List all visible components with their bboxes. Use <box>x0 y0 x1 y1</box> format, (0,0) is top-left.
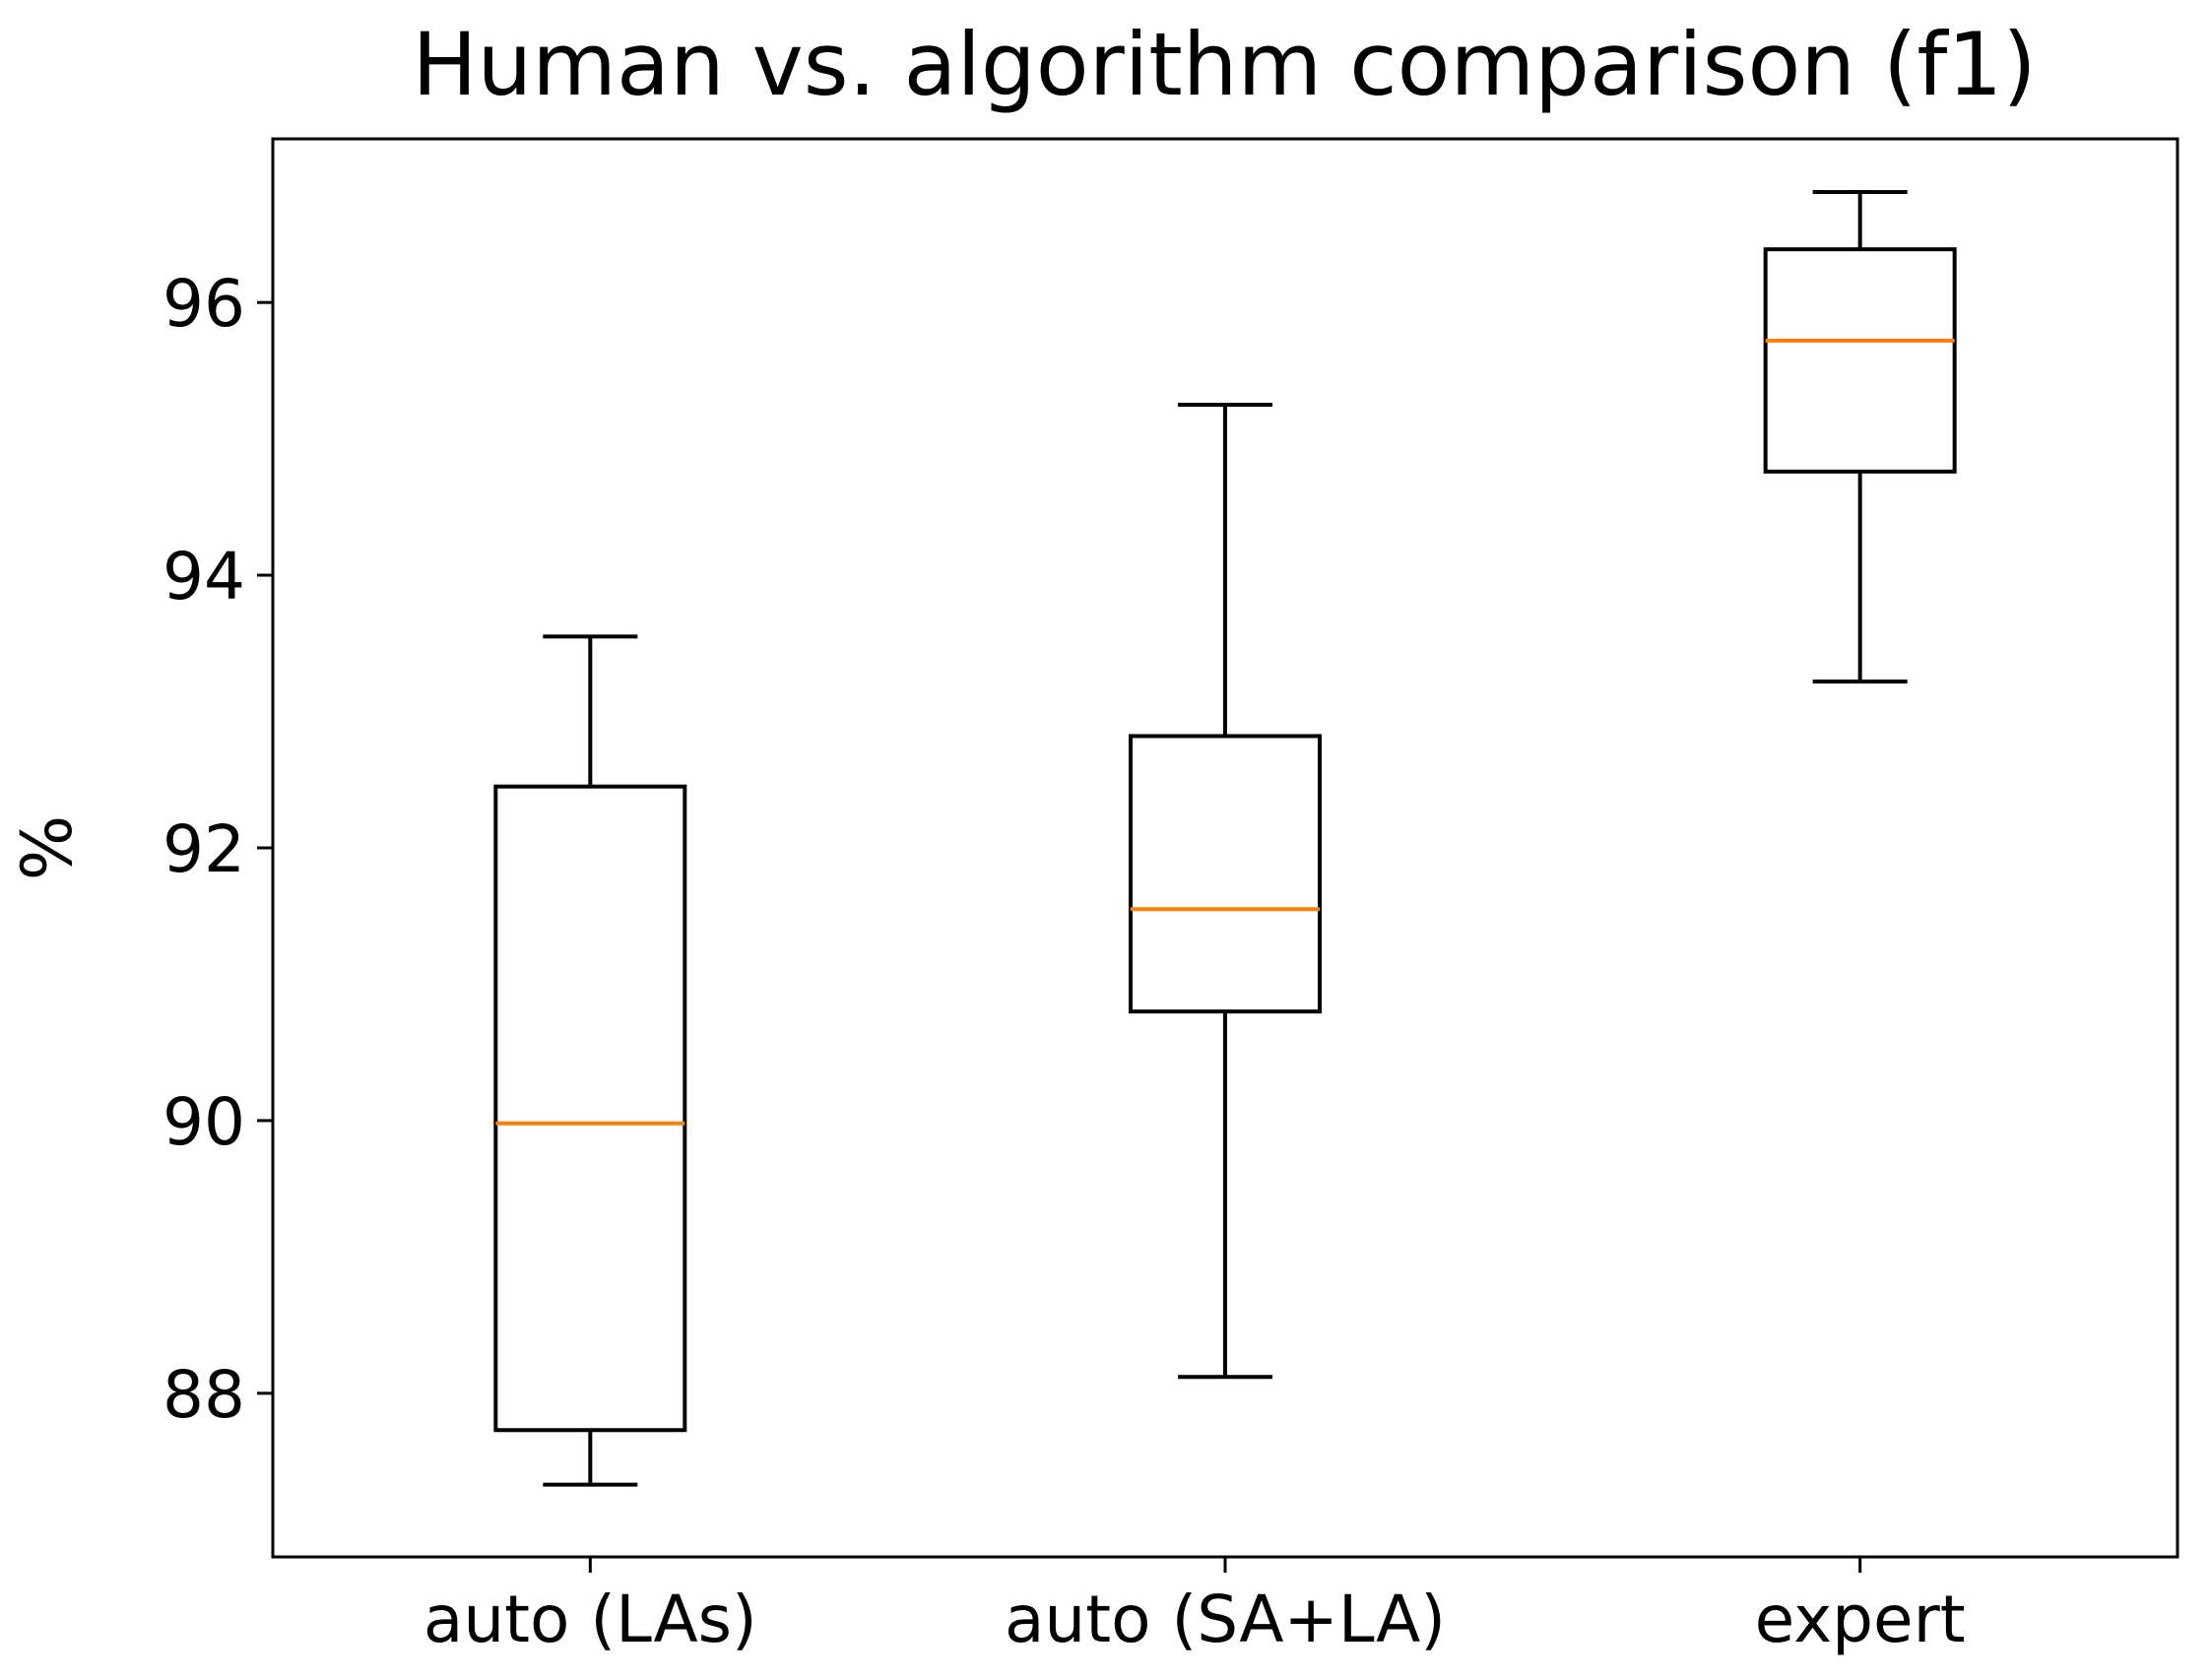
x-tick-label: expert <box>1755 1582 1966 1657</box>
box <box>493 784 687 1433</box>
y-tick-label: 94 <box>162 539 245 614</box>
chart-title: Human vs. algorithm comparison (f1) <box>412 14 2036 115</box>
x-tick-label: auto (SA+LA) <box>1005 1582 1446 1657</box>
y-tick-label: 90 <box>162 1084 245 1160</box>
box <box>1763 247 1957 474</box>
x-tick-label: auto (LAs) <box>423 1582 757 1657</box>
y-axis-label: % <box>7 815 88 881</box>
box <box>1129 734 1322 1014</box>
y-tick-label: 96 <box>162 266 245 342</box>
y-tick-label: 92 <box>162 811 245 887</box>
y-tick-label: 88 <box>162 1357 245 1433</box>
plot-area: 88 90 92 94 96 auto (LAs) auto (SA+LA) expert <box>162 137 2179 1657</box>
